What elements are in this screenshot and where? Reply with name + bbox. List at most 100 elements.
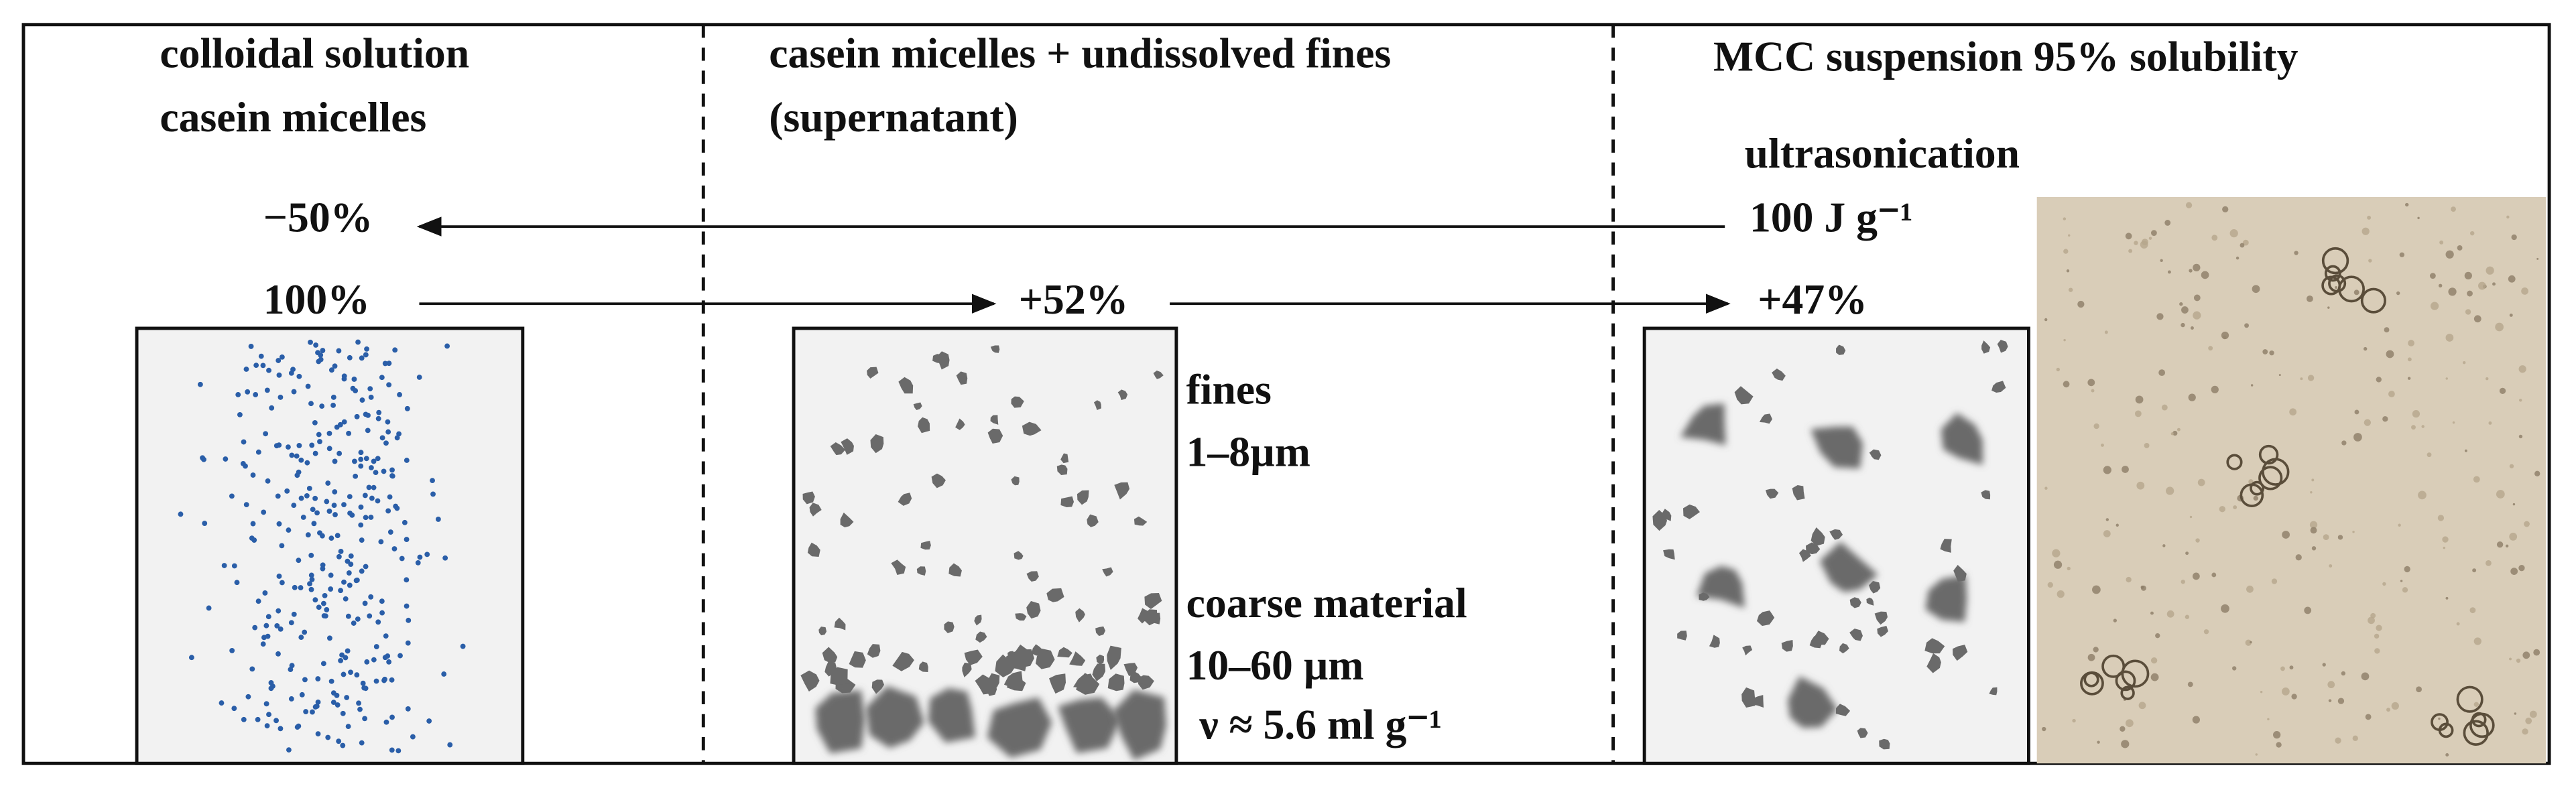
speck (2417, 216, 2420, 220)
fine-particle (1835, 704, 1851, 716)
fine-particle (1874, 611, 1888, 625)
micelle (338, 549, 344, 554)
micelle (332, 458, 338, 464)
micelle (253, 392, 259, 397)
micelle (426, 718, 432, 724)
fine-particle (964, 649, 983, 665)
speck (2398, 523, 2401, 527)
fine-particle (1144, 592, 1162, 609)
speck (2518, 365, 2526, 373)
speck (2443, 546, 2446, 549)
speck (2208, 346, 2213, 351)
speck (2442, 536, 2449, 543)
micelle (387, 494, 393, 500)
speck (2138, 702, 2146, 710)
fine-particle (867, 367, 879, 379)
fine-particle (834, 617, 846, 631)
speck (2391, 702, 2399, 710)
fine-particle (824, 661, 837, 677)
fine-particle (1798, 549, 1811, 562)
aggregate (2321, 247, 2349, 275)
speck (2467, 290, 2473, 297)
speck (2445, 334, 2454, 342)
fine-particle (892, 651, 914, 671)
fine-particle (936, 351, 950, 370)
aggregate (2321, 275, 2341, 296)
speck (2271, 578, 2278, 584)
micelle (371, 458, 377, 464)
fine-particle (1095, 626, 1106, 637)
micelle (460, 643, 466, 649)
speck (2418, 490, 2427, 500)
speck (2438, 283, 2443, 287)
speck (2197, 478, 2205, 486)
micelle (234, 580, 240, 586)
speck (2352, 531, 2355, 533)
speck (2221, 604, 2229, 613)
micelle (354, 413, 360, 419)
speck (2185, 202, 2193, 208)
speck (2509, 464, 2514, 468)
micelle (343, 596, 349, 602)
micelle (369, 495, 375, 501)
micelle (289, 452, 295, 458)
micelle (298, 585, 304, 591)
micelle (262, 590, 268, 596)
speck (2311, 478, 2315, 482)
speck (2052, 549, 2061, 557)
speck (2179, 302, 2183, 306)
fine-particle (1756, 610, 1775, 627)
micelle (325, 734, 331, 740)
micelle (406, 617, 412, 623)
speck (2233, 505, 2237, 509)
micelle (362, 600, 368, 606)
fine-particle (1069, 651, 1086, 666)
panel-title: casein micelles + undissolved fines (769, 29, 1391, 76)
micelle (386, 360, 392, 367)
speck (2176, 428, 2181, 432)
speck (2510, 568, 2518, 575)
speck (2306, 296, 2313, 302)
fine-particle (931, 473, 946, 488)
fine-particle (995, 654, 1016, 677)
speck (2053, 560, 2063, 569)
fine-particle (840, 512, 854, 527)
micelle (328, 572, 334, 578)
speck (2091, 389, 2095, 393)
micelle (402, 519, 408, 525)
micelle (304, 492, 310, 499)
speck (2097, 740, 2100, 744)
speck (2193, 311, 2201, 320)
speck (2492, 282, 2496, 286)
micelle (317, 530, 322, 536)
micelle (314, 510, 320, 516)
fine-particle (1153, 370, 1164, 379)
speck (2093, 647, 2099, 653)
micelle (340, 742, 346, 748)
micelle (340, 710, 346, 716)
micelle (444, 343, 450, 349)
micelle (324, 607, 330, 612)
speck (2191, 326, 2194, 330)
micelle (341, 373, 347, 379)
micelle (235, 392, 241, 397)
speck (2245, 639, 2252, 646)
speck (2307, 375, 2315, 381)
speck (2063, 249, 2069, 254)
micelle (416, 375, 422, 380)
speck (2534, 470, 2540, 476)
fine-particle (1926, 653, 1941, 673)
fine-particle (1049, 673, 1066, 694)
speck (2505, 544, 2509, 548)
micelle (353, 473, 359, 479)
micelle (312, 704, 318, 710)
speck (2144, 443, 2150, 448)
speck (2404, 202, 2409, 207)
micelle (300, 515, 306, 520)
micelle (302, 629, 308, 635)
speck (2063, 338, 2066, 342)
micelle (261, 509, 267, 515)
speck (2525, 717, 2532, 724)
speck (2506, 215, 2510, 219)
micelle (219, 700, 225, 706)
